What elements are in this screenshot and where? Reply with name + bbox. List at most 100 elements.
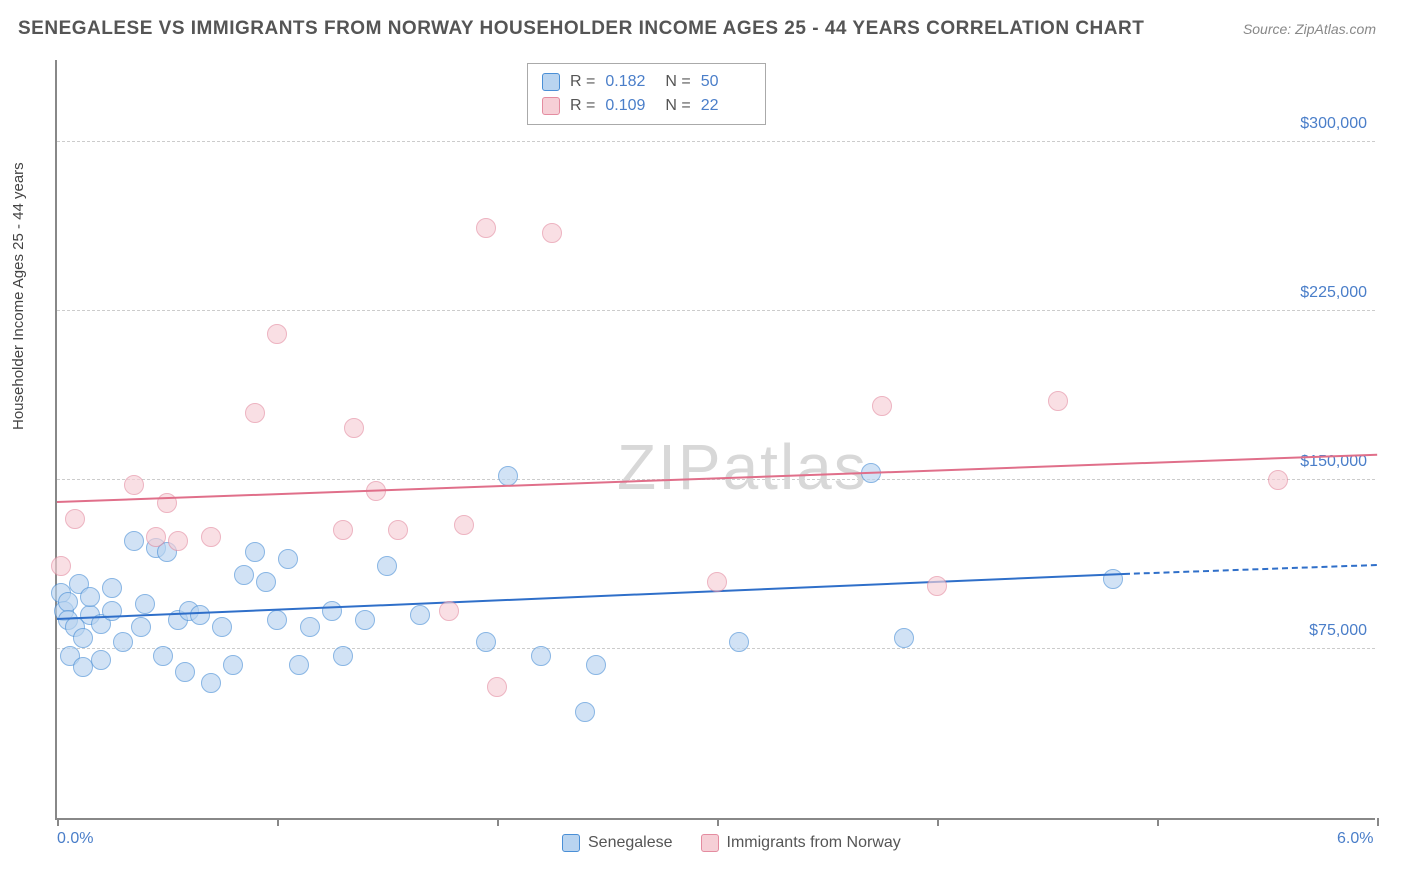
- n-label: N =: [665, 70, 690, 94]
- legend-swatch: [542, 73, 560, 91]
- scatter-point: [322, 601, 342, 621]
- y-axis-label: Householder Income Ages 25 - 44 years: [10, 162, 27, 430]
- scatter-point: [278, 549, 298, 569]
- scatter-point: [73, 628, 93, 648]
- scatter-point: [498, 466, 518, 486]
- scatter-point: [267, 610, 287, 630]
- n-value: 50: [701, 70, 751, 94]
- scatter-point: [124, 475, 144, 495]
- r-label: R =: [570, 70, 595, 94]
- scatter-point: [333, 520, 353, 540]
- legend-row: R = 0.182 N = 50: [542, 70, 751, 94]
- legend-swatch: [542, 97, 560, 115]
- scatter-point: [454, 515, 474, 535]
- scatter-point: [355, 610, 375, 630]
- scatter-point: [289, 655, 309, 675]
- scatter-point: [487, 677, 507, 697]
- gridline: [57, 141, 1375, 142]
- scatter-point: [245, 403, 265, 423]
- scatter-point: [300, 617, 320, 637]
- scatter-point: [476, 632, 496, 652]
- scatter-point: [531, 646, 551, 666]
- y-tick-label: $225,000: [1300, 284, 1367, 302]
- chart-container: $75,000$150,000$225,000$300,0000.0%6.0%Z…: [55, 60, 1375, 820]
- r-value: 0.109: [605, 94, 655, 118]
- scatter-point: [212, 617, 232, 637]
- r-value: 0.182: [605, 70, 655, 94]
- scatter-point: [223, 655, 243, 675]
- scatter-point: [476, 218, 496, 238]
- gridline: [57, 648, 1375, 649]
- scatter-point: [157, 493, 177, 513]
- scatter-point: [388, 520, 408, 540]
- scatter-point: [267, 324, 287, 344]
- scatter-point: [153, 646, 173, 666]
- x-tick: [1377, 818, 1379, 826]
- r-label: R =: [570, 94, 595, 118]
- legend-item: Immigrants from Norway: [701, 834, 901, 852]
- n-label: N =: [665, 94, 690, 118]
- scatter-point: [168, 531, 188, 551]
- x-tick-label: 6.0%: [1337, 830, 1373, 848]
- scatter-point: [542, 223, 562, 243]
- scatter-point: [80, 587, 100, 607]
- scatter-point: [124, 531, 144, 551]
- x-tick: [497, 818, 499, 826]
- scatter-point: [410, 605, 430, 625]
- legend-label: Immigrants from Norway: [727, 834, 901, 852]
- n-value: 22: [701, 94, 751, 118]
- legend-item: Senegalese: [562, 834, 673, 852]
- scatter-point: [58, 592, 78, 612]
- legend-row: R = 0.109 N = 22: [542, 94, 751, 118]
- series-legend: Senegalese Immigrants from Norway: [562, 834, 901, 852]
- scatter-point: [1268, 470, 1288, 490]
- scatter-point: [245, 542, 265, 562]
- scatter-point: [113, 632, 133, 652]
- scatter-point: [729, 632, 749, 652]
- scatter-point: [146, 527, 166, 547]
- x-tick-label: 0.0%: [57, 830, 93, 848]
- scatter-point: [586, 655, 606, 675]
- x-tick: [937, 818, 939, 826]
- scatter-point: [51, 556, 71, 576]
- gridline: [57, 310, 1375, 311]
- scatter-point: [135, 594, 155, 614]
- legend-swatch: [562, 834, 580, 852]
- scatter-point: [707, 572, 727, 592]
- scatter-point: [65, 509, 85, 529]
- y-tick-label: $75,000: [1309, 622, 1367, 640]
- x-tick: [57, 818, 59, 826]
- x-tick: [717, 818, 719, 826]
- scatter-point: [201, 527, 221, 547]
- scatter-point: [439, 601, 459, 621]
- plot-area: $75,000$150,000$225,000$300,0000.0%6.0%Z…: [55, 60, 1375, 820]
- correlation-legend: R = 0.182 N = 50 R = 0.109 N = 22: [527, 63, 766, 125]
- watermark: ZIPatlas: [617, 430, 868, 504]
- chart-title: SENEGALESE VS IMMIGRANTS FROM NORWAY HOU…: [18, 18, 1144, 40]
- scatter-point: [575, 702, 595, 722]
- scatter-point: [234, 565, 254, 585]
- scatter-point: [91, 650, 111, 670]
- scatter-point: [256, 572, 276, 592]
- x-tick: [1157, 818, 1159, 826]
- x-tick: [277, 818, 279, 826]
- legend-swatch: [701, 834, 719, 852]
- scatter-point: [102, 578, 122, 598]
- scatter-point: [377, 556, 397, 576]
- scatter-point: [1048, 391, 1068, 411]
- scatter-point: [201, 673, 221, 693]
- y-tick-label: $300,000: [1300, 115, 1367, 133]
- scatter-point: [894, 628, 914, 648]
- legend-label: Senegalese: [588, 834, 673, 852]
- scatter-point: [131, 617, 151, 637]
- scatter-point: [872, 396, 892, 416]
- scatter-point: [927, 576, 947, 596]
- trend-line: [57, 573, 1124, 620]
- scatter-point: [175, 662, 195, 682]
- source-attribution: Source: ZipAtlas.com: [1243, 21, 1376, 37]
- trend-line-dashed: [1124, 564, 1377, 575]
- scatter-point: [190, 605, 210, 625]
- scatter-point: [344, 418, 364, 438]
- trend-line: [57, 453, 1377, 502]
- scatter-point: [333, 646, 353, 666]
